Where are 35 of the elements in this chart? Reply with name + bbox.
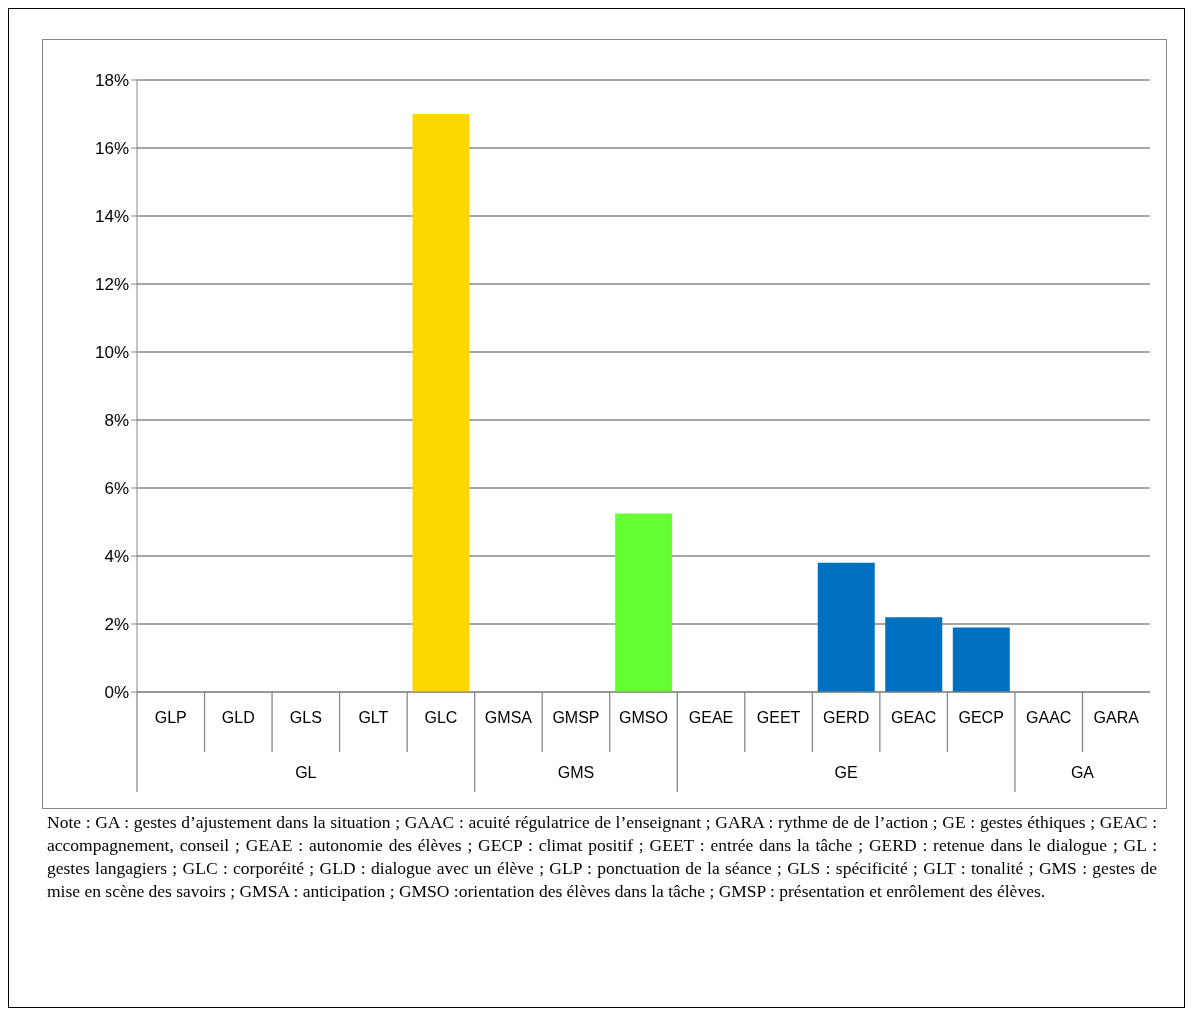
text: GL <box>295 764 317 781</box>
x-tick-label: GLD <box>221 709 255 727</box>
text: Note : GA : gestes d’ajustement dans la situation ; GAAC : acuité régulatrice de l’enseignant ; GARA : rythme de de l’action ; GE : gestes éthiques ; GEAC : accompagnement, conseil ; GEAE : autonomie des élèves ; GECP : climat positif ; GEET : entrée dans la tâche ; GERD : retenue dans le dialogue ; GL : gestes langagiers ; GLC : corporéité ; GLD : dialogue avec un élève ; GLP : ponctuation de la séance ; GLS : spécificité ; GLT : tonalité ; GMS : gestes de mise en scène des savoirs ; GMSA : anticipation ; GMSO :orientation des élèves dans la tâche ; GMSP : présentation et enrôlement des élèves. <box>47 811 1157 903</box>
x-tick-label: GEAE <box>688 709 734 727</box>
bar <box>885 617 943 692</box>
x-tick-label: GMSA <box>484 709 533 727</box>
bar <box>615 513 673 692</box>
y-tick-label: 6% <box>104 479 129 499</box>
y-tick-label: 18% <box>94 71 129 91</box>
y-tick-label: 0% <box>104 683 129 703</box>
text: GA <box>1070 764 1095 781</box>
y-tick-label: 14% <box>94 207 129 227</box>
x-tick-label: GAAC <box>1026 709 1072 727</box>
x-tick-label: GLS <box>289 709 322 727</box>
y-tick-label: 12% <box>94 275 129 295</box>
x-tick-label: GARA <box>1093 709 1140 727</box>
x-tick-label: GMSO <box>619 709 668 727</box>
x-tick-label: GECP <box>958 709 1004 727</box>
bar <box>412 114 470 692</box>
y-tick-label: 8% <box>104 411 129 431</box>
y-tick-label: 16% <box>94 139 129 159</box>
y-tick-label: 4% <box>104 547 129 567</box>
x-tick-label: GLT <box>358 709 389 727</box>
x-tick-label: GEAC <box>890 709 937 727</box>
y-tick-label: 10% <box>94 343 129 363</box>
bar <box>817 562 875 692</box>
x-tick-label: GLC <box>424 709 458 727</box>
x-tick-label: GERD <box>822 709 870 727</box>
y-tick-label: 2% <box>104 615 129 635</box>
x-tick-label: GEET <box>756 709 801 727</box>
text: GE <box>834 764 858 781</box>
x-tick-label: GLP <box>154 709 187 727</box>
text: GMS <box>557 764 595 781</box>
bar <box>952 627 1010 692</box>
x-tick-label: GMSP <box>552 709 600 727</box>
